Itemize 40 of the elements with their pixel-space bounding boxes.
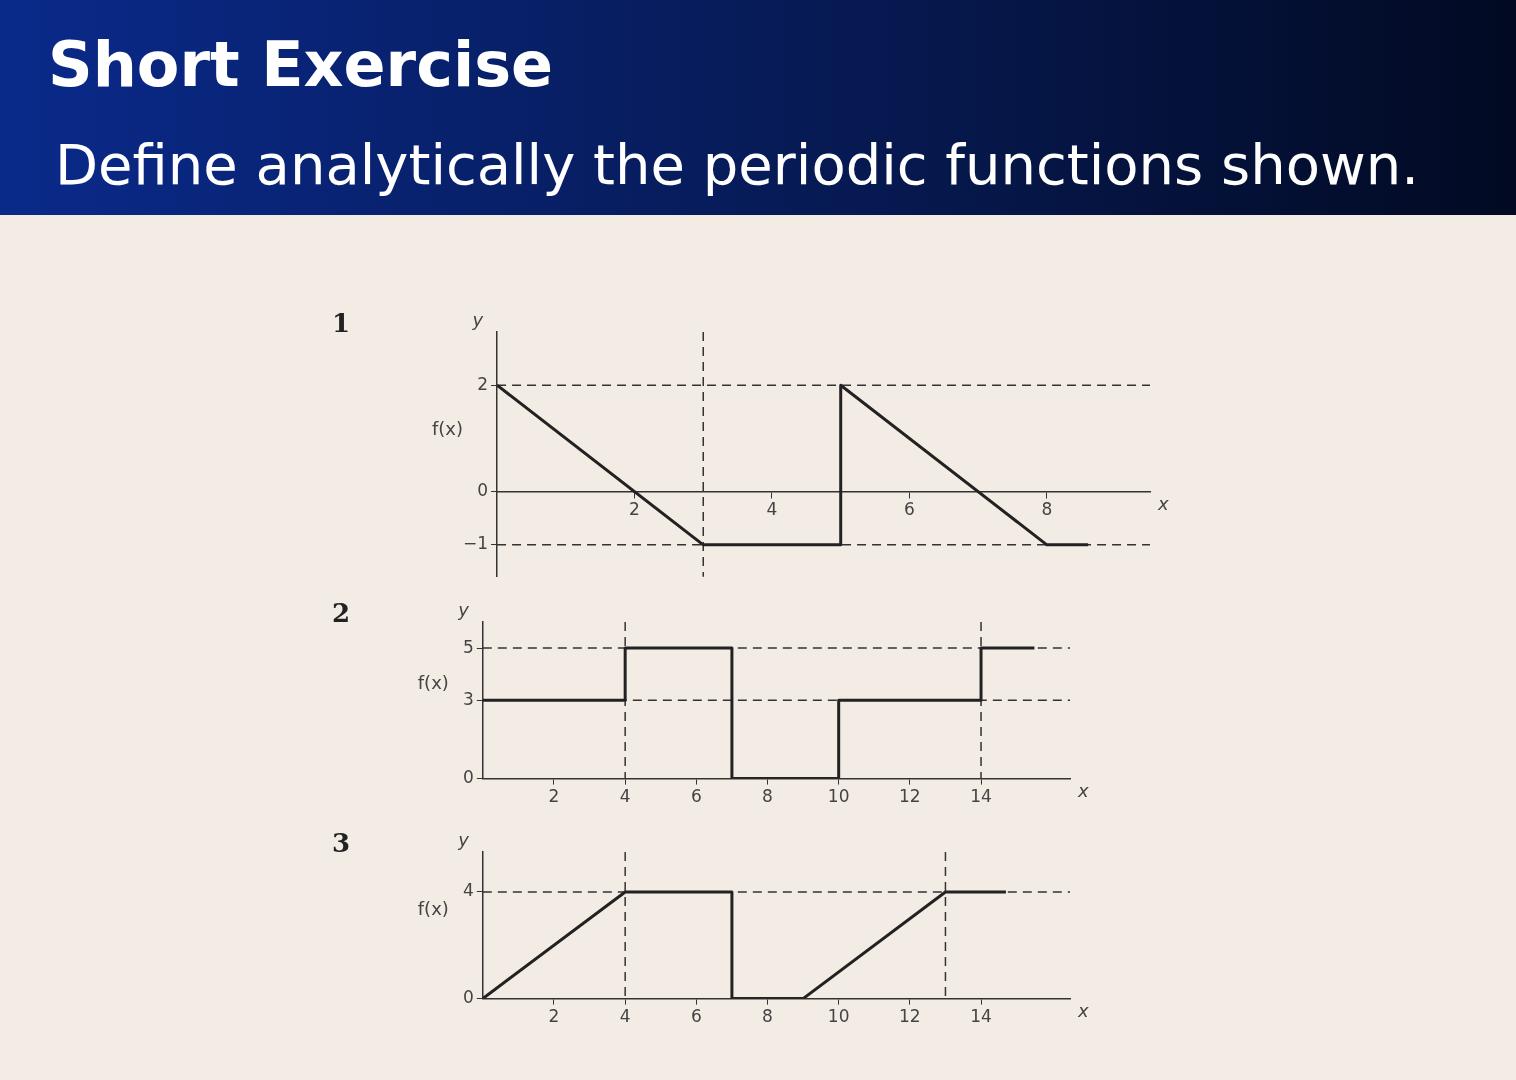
x-tick-label: 2 [629, 499, 640, 520]
text: f(x) [417, 898, 449, 920]
x-tick-label: 4 [619, 786, 631, 807]
x-tick-label: 10 [827, 786, 850, 807]
x-axis-title: x [1077, 780, 1089, 802]
y-axis-title: y [457, 598, 470, 620]
x-tick-label: 6 [904, 499, 915, 520]
y-tick-label: 0 [462, 987, 474, 1008]
x-tick-label: 12 [899, 786, 921, 807]
x-tick-label: 14 [970, 786, 992, 807]
y-tick-label: −1 [463, 533, 489, 554]
x-tick-label: 6 [690, 1006, 702, 1027]
x-axis-title: x [1077, 1000, 1089, 1022]
y-tick-label: 0 [477, 480, 489, 501]
text: 2 [332, 597, 351, 628]
x-tick-label: 8 [762, 1006, 773, 1027]
x-tick-label: 12 [899, 1006, 921, 1027]
y-axis-title: y [471, 308, 484, 330]
y-tick-label: 3 [462, 688, 474, 709]
y-tick-label: 5 [462, 636, 474, 657]
y-tick-label: 2 [477, 373, 489, 394]
y-tick-label: 4 [462, 880, 474, 901]
x-axis-title: x [1157, 493, 1169, 515]
x-tick-label: 4 [619, 1006, 631, 1027]
text: 3 [332, 827, 351, 858]
text: 1 [332, 307, 351, 338]
text: f(x) [432, 417, 464, 439]
x-tick-label: 8 [1041, 499, 1053, 520]
x-tick-label: 4 [766, 499, 778, 520]
chart-subtitle: Define analytically the periodic functions shown. [55, 132, 1420, 197]
x-tick-label: 14 [970, 1006, 992, 1027]
y-tick-label: 0 [462, 767, 474, 788]
x-tick-label: 10 [827, 1006, 850, 1027]
x-tick-label: 8 [762, 786, 773, 807]
y-axis-title: y [457, 828, 470, 850]
x-tick-label: 2 [548, 786, 560, 807]
x-tick-label: 6 [690, 786, 702, 807]
text: f(x) [417, 672, 449, 694]
chart-title: Short Exercise [48, 28, 554, 101]
x-tick-label: 2 [548, 1006, 560, 1027]
